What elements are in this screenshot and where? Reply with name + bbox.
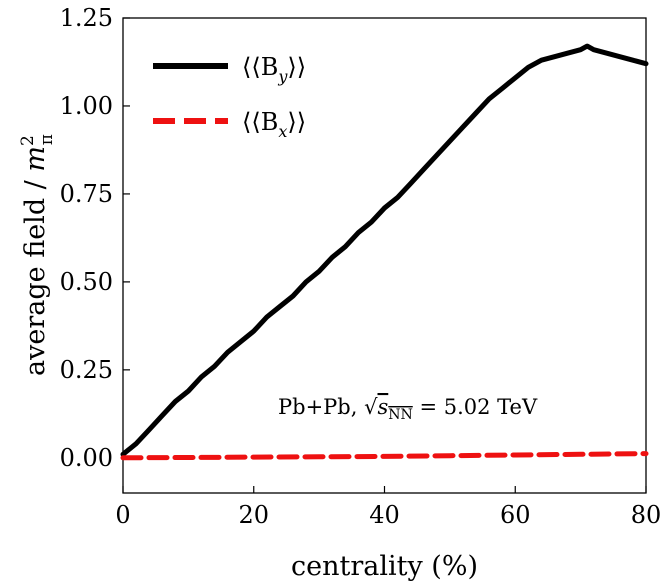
x-tick-label: 0 xyxy=(115,501,130,529)
legend-label-bx: ⟨⟨Bx⟩⟩ xyxy=(242,108,306,141)
y-tick-label: 0.00 xyxy=(60,444,113,472)
annotation-text: Pb+Pb, √sNN = 5.02 TeV xyxy=(278,395,538,423)
legend-label-by: ⟨⟨By⟩⟩ xyxy=(242,53,306,86)
plot-frame xyxy=(122,17,647,494)
y-tick-label: 1.00 xyxy=(60,92,113,120)
series-layer xyxy=(120,43,649,461)
y-tick-label: 0.75 xyxy=(60,180,113,208)
series-line-1 xyxy=(120,451,649,461)
y-axis-label: average field / m2π xyxy=(18,134,57,376)
x-tick-label: 20 xyxy=(238,501,269,529)
x-axis-label: centrality (%) xyxy=(291,551,478,582)
y-tick-label: 0.25 xyxy=(60,356,113,384)
y-tick-label: 0.50 xyxy=(60,268,113,296)
ticks: 0 20 40 60 80 0.00 0.25 0.50 0.75 1.00 1.25 xyxy=(60,4,662,529)
x-tick-label: 60 xyxy=(500,501,531,529)
y-tick-label: 1.25 xyxy=(60,4,113,32)
x-tick-label: 40 xyxy=(369,501,400,529)
legend: ⟨⟨By⟩⟩ ⟨⟨Bx⟩⟩ xyxy=(153,53,306,141)
annotation: Pb+Pb, √sNN = 5.02 TeV xyxy=(278,395,538,423)
x-tick-label: 80 xyxy=(631,501,662,529)
series-line-0 xyxy=(120,43,649,457)
